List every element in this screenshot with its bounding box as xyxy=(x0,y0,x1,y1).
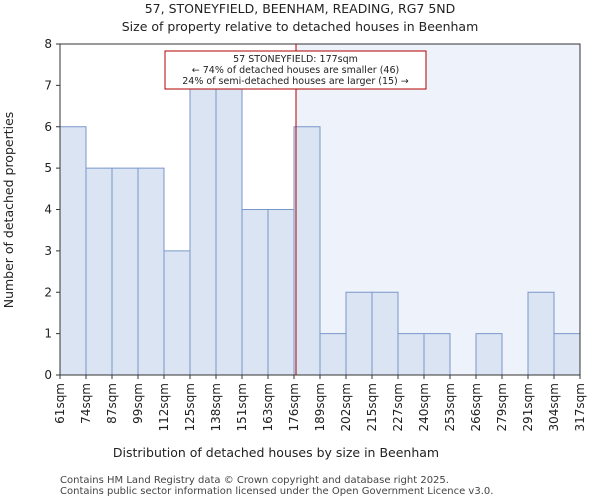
x-tick-label: 240sqm xyxy=(417,383,431,431)
x-tick-label: 99sqm xyxy=(131,383,145,424)
y-tick-label: 4 xyxy=(44,203,52,217)
footer-line-2: Contains public sector information licen… xyxy=(60,486,493,497)
y-tick-label: 5 xyxy=(44,161,52,175)
x-tick-label: 189sqm xyxy=(313,383,327,431)
bar-189sqm xyxy=(319,333,347,376)
x-tick-label: 317sqm xyxy=(573,383,587,431)
x-tick-label: 304sqm xyxy=(547,383,561,431)
x-tick-label: 125sqm xyxy=(183,383,197,431)
y-tick-label: 0 xyxy=(44,368,52,382)
annotation-line-2: ← 74% of detached houses are smaller (46… xyxy=(192,65,399,76)
y-axis-ticks: 0 1 2 3 4 5 6 7 8 xyxy=(44,37,60,382)
y-tick-label: 3 xyxy=(44,244,52,258)
x-tick-label: 215sqm xyxy=(365,383,379,431)
x-tick-label: 87sqm xyxy=(105,383,119,424)
x-tick-label: 138sqm xyxy=(209,383,223,431)
x-tick-label: 279sqm xyxy=(495,383,509,431)
annotation-border xyxy=(164,50,427,90)
x-tick-label: 151sqm xyxy=(235,383,249,431)
x-tick-label: 253sqm xyxy=(443,383,457,431)
y-tick-label: 8 xyxy=(44,37,52,51)
bar-151sqm xyxy=(241,209,269,376)
bar-163sqm xyxy=(267,209,295,376)
y-tick-label: 2 xyxy=(44,285,52,299)
bar-99sqm xyxy=(137,167,165,376)
x-tick-label: 112sqm xyxy=(157,383,171,431)
x-tick-label: 227sqm xyxy=(391,383,405,431)
x-tick-label: 163sqm xyxy=(261,383,275,431)
y-tick-label: 7 xyxy=(44,78,52,92)
x-tick-label: 74sqm xyxy=(79,383,93,424)
bar-202sqm xyxy=(345,291,373,376)
bar-291sqm xyxy=(527,291,555,376)
x-axis-ticks: 61sqm 74sqm 87sqm 99sqm 112sqm 125sqm 138sqm 15… xyxy=(53,375,587,431)
y-tick-label: 1 xyxy=(44,327,52,341)
plot-frame xyxy=(59,43,581,376)
bar-74sqm xyxy=(85,167,113,376)
bar-125sqm xyxy=(189,84,217,376)
bar-series xyxy=(59,84,581,376)
bar-266sqm xyxy=(475,333,503,376)
chart-title-line-2: Size of property relative to detached ho… xyxy=(122,19,479,34)
chart-title-line-1: 57, STONEYFIELD, BEENHAM, READING, RG7 5… xyxy=(145,1,456,16)
annotation-line-3: 24% of semi-detached houses are larger (… xyxy=(182,76,409,87)
x-tick-label: 176sqm xyxy=(287,383,301,431)
bar-138sqm xyxy=(215,84,243,376)
bar-240sqm xyxy=(423,333,451,376)
x-tick-label: 266sqm xyxy=(469,383,483,431)
x-tick-label: 61sqm xyxy=(53,383,67,424)
x-axis-label: Distribution of detached houses by size … xyxy=(113,445,439,460)
bar-227sqm xyxy=(397,333,425,376)
bar-176sqm xyxy=(293,126,321,376)
bar-61sqm xyxy=(59,126,87,376)
y-axis-label: Number of detached properties xyxy=(1,112,16,309)
bar-215sqm xyxy=(371,291,399,376)
y-tick-label: 6 xyxy=(44,120,52,134)
annotation-box: 57 STONEYFIELD: 177sqm ← 74% of detached… xyxy=(164,50,427,90)
bar-304sqm xyxy=(553,333,581,376)
annotation-line-1: 57 STONEYFIELD: 177sqm xyxy=(233,54,358,65)
footer-line-1: Contains HM Land Registry data © Crown c… xyxy=(60,475,449,486)
bar-87sqm xyxy=(111,167,139,376)
x-tick-label: 291sqm xyxy=(521,383,535,431)
bar-112sqm xyxy=(163,250,191,376)
x-tick-label: 202sqm xyxy=(339,383,353,431)
